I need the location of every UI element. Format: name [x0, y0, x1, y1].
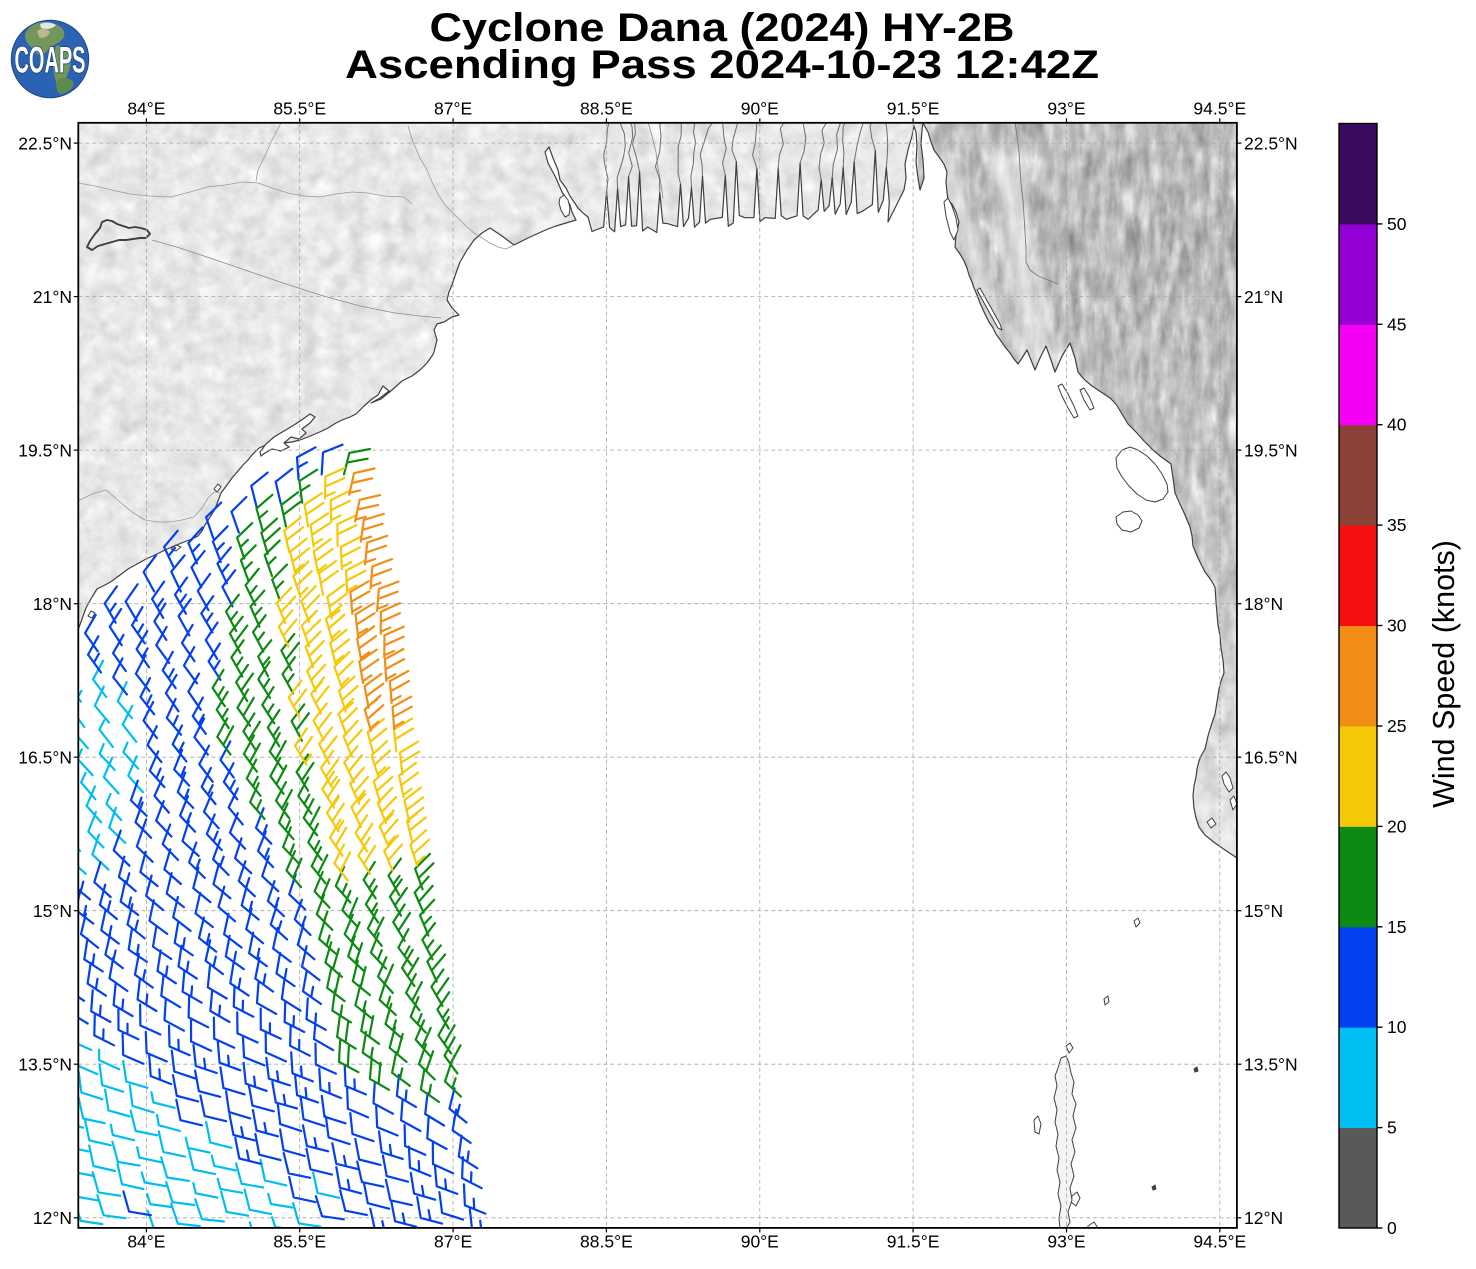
svg-text:88.5°E: 88.5°E	[580, 99, 633, 119]
svg-text:22.5°N: 22.5°N	[1244, 133, 1298, 153]
svg-text:13.5°N: 13.5°N	[18, 1055, 72, 1075]
svg-text:85.5°E: 85.5°E	[273, 1232, 326, 1252]
svg-text:21°N: 21°N	[1244, 287, 1283, 307]
svg-text:45: 45	[1387, 314, 1406, 334]
svg-text:85.5°E: 85.5°E	[273, 99, 326, 119]
svg-text:93°E: 93°E	[1047, 99, 1085, 119]
svg-text:13.5°N: 13.5°N	[1244, 1055, 1298, 1075]
svg-text:94.5°E: 94.5°E	[1193, 1232, 1246, 1252]
svg-text:22.5°N: 22.5°N	[18, 133, 72, 153]
svg-text:88.5°E: 88.5°E	[580, 1232, 633, 1252]
svg-text:10: 10	[1387, 1017, 1407, 1037]
svg-text:35: 35	[1387, 515, 1406, 535]
svg-text:21°N: 21°N	[33, 287, 72, 307]
svg-text:90°E: 90°E	[741, 99, 779, 119]
svg-text:5: 5	[1387, 1118, 1397, 1138]
svg-text:0: 0	[1387, 1218, 1397, 1238]
svg-text:Wind Speed (knots): Wind Speed (knots)	[1427, 540, 1461, 808]
svg-text:30: 30	[1387, 616, 1407, 636]
svg-text:16.5°N: 16.5°N	[18, 748, 72, 768]
svg-text:18°N: 18°N	[1244, 594, 1283, 614]
svg-text:50: 50	[1387, 214, 1407, 234]
svg-text:40: 40	[1387, 415, 1407, 435]
svg-text:20: 20	[1387, 816, 1407, 836]
svg-text:Ascending Pass 2024-10-23 12:4: Ascending Pass 2024-10-23 12:42Z	[345, 43, 1099, 87]
svg-text:Cyclone Dana (2024) HY-2B: Cyclone Dana (2024) HY-2B	[430, 6, 1015, 50]
svg-text:18°N: 18°N	[33, 594, 72, 614]
svg-text:12°N: 12°N	[1244, 1208, 1283, 1228]
svg-text:COAPS: COAPS	[15, 40, 86, 81]
svg-text:12°N: 12°N	[33, 1208, 72, 1228]
svg-text:19.5°N: 19.5°N	[18, 440, 72, 460]
svg-text:25: 25	[1387, 716, 1406, 736]
svg-text:93°E: 93°E	[1047, 1232, 1085, 1252]
svg-text:84°E: 84°E	[127, 99, 165, 119]
svg-text:90°E: 90°E	[741, 1232, 779, 1252]
svg-text:15°N: 15°N	[1244, 901, 1283, 921]
svg-text:16.5°N: 16.5°N	[1244, 748, 1298, 768]
svg-text:15°N: 15°N	[33, 901, 72, 921]
svg-text:91.5°E: 91.5°E	[887, 1232, 940, 1252]
svg-text:84°E: 84°E	[127, 1232, 165, 1252]
svg-text:91.5°E: 91.5°E	[887, 99, 940, 119]
svg-text:15: 15	[1387, 917, 1406, 937]
svg-text:87°E: 87°E	[434, 99, 472, 119]
svg-text:87°E: 87°E	[434, 1232, 472, 1252]
svg-text:94.5°E: 94.5°E	[1193, 99, 1246, 119]
svg-text:19.5°N: 19.5°N	[1244, 440, 1298, 460]
